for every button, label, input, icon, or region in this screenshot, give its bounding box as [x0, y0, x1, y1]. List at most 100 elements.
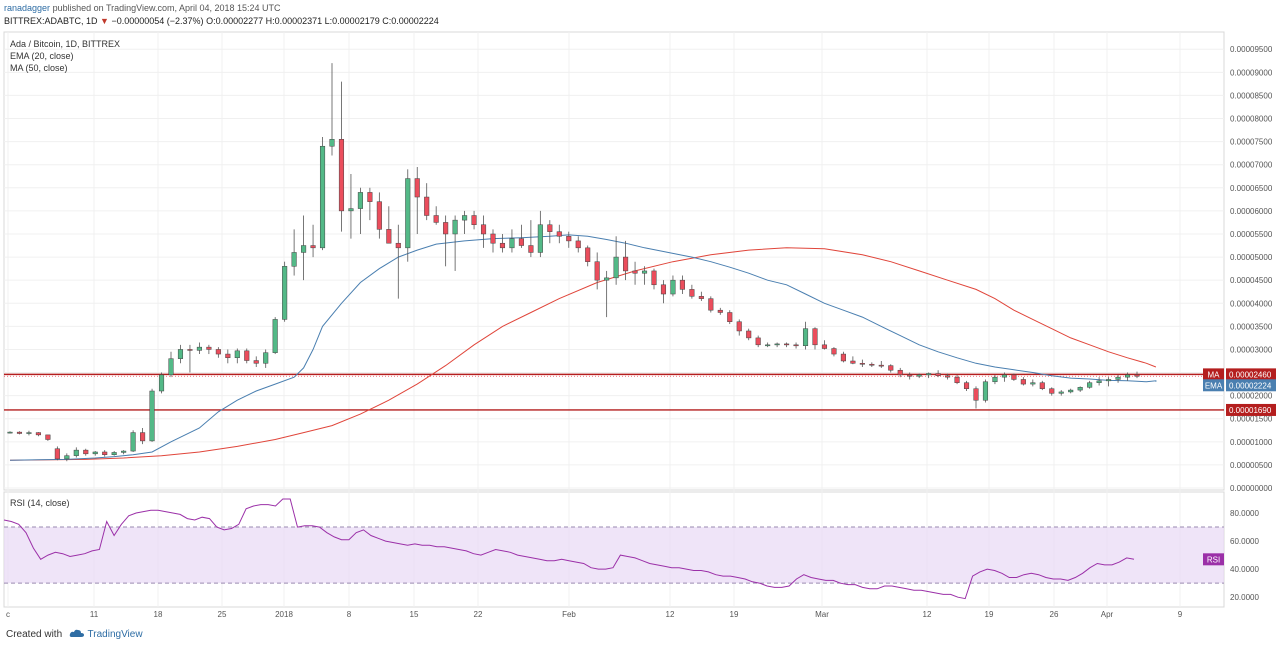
candle-body	[234, 350, 240, 359]
price-tick-label: 0.00001500	[1230, 415, 1273, 424]
tradingview-link[interactable]: TradingView	[87, 629, 143, 640]
change-value: −0.00000054 (−2.37%)	[111, 16, 204, 26]
candle	[92, 451, 98, 456]
candle-body	[244, 350, 250, 361]
time-axis[interactable]: c 11 18 25 2018 8 15 22 Feb 12 19 Mar 12 19 26 Apr 9	[6, 610, 1183, 619]
candle	[878, 360, 884, 368]
candle	[641, 266, 648, 285]
candle-body	[140, 432, 146, 442]
candle-body	[471, 215, 477, 225]
price-tick-label: 0.00000000	[1230, 484, 1273, 493]
time-tick-label: 19	[985, 610, 994, 619]
horizontal-lines[interactable]	[4, 373, 1224, 411]
candle-body	[746, 330, 752, 339]
candle-body	[528, 245, 534, 253]
candle	[130, 430, 136, 452]
candle-body	[1011, 374, 1017, 380]
candle-body	[651, 270, 657, 286]
candle	[54, 446, 60, 461]
candle	[367, 187, 373, 221]
candle-body	[840, 353, 846, 362]
candle-body	[736, 321, 742, 332]
candle-body	[64, 455, 70, 460]
candle-body	[282, 266, 288, 320]
candle-body	[585, 247, 591, 262]
candle-body	[1020, 379, 1026, 385]
candle	[651, 268, 657, 290]
candle	[859, 359, 865, 367]
candle-body	[717, 309, 723, 313]
candle	[869, 362, 875, 367]
candle-body	[26, 432, 32, 434]
candle	[1058, 390, 1064, 396]
candle-body	[698, 296, 704, 299]
candle-body	[575, 240, 581, 249]
candle-body	[935, 373, 941, 377]
price-axis[interactable]: 0.00009500 0.00009000 0.00008500 0.00008000…	[1230, 45, 1273, 493]
tradingview-cloud-icon	[69, 629, 84, 637]
candle-body	[537, 224, 543, 253]
price-tick-label: 0.00006500	[1230, 184, 1273, 193]
candle	[689, 284, 695, 299]
candle-body	[1058, 391, 1064, 394]
candle	[888, 364, 894, 373]
price-tick-label: 0.00004500	[1230, 276, 1273, 285]
time-tick-label: 19	[730, 610, 739, 619]
price-tick-label: 0.00007000	[1230, 161, 1273, 170]
candle	[149, 388, 155, 442]
candle-body	[102, 451, 108, 455]
candle	[7, 431, 13, 434]
candle	[708, 296, 714, 313]
price-label-box	[1226, 403, 1276, 416]
candle-body	[765, 344, 771, 347]
candle	[386, 206, 392, 244]
time-tick-label: 2018	[275, 610, 293, 619]
candle-body	[1134, 374, 1140, 377]
candle	[623, 240, 629, 281]
ohlc-values: O:0.00002277 H:0.00002371 L:0.00002179 C…	[206, 16, 439, 26]
candle-body	[850, 360, 856, 364]
published-text: published on TradingView.com, April 04, …	[52, 3, 281, 13]
candle-body	[480, 224, 487, 235]
candle-body	[1087, 382, 1093, 388]
candle-body	[263, 352, 269, 364]
candle-body	[973, 388, 979, 401]
ema-line	[9, 234, 1157, 461]
candle-body	[954, 376, 960, 383]
candle	[73, 447, 79, 458]
price-tick-label: 0.00009000	[1230, 68, 1273, 77]
candle	[670, 275, 676, 297]
candle	[1115, 374, 1121, 383]
candle	[376, 192, 382, 239]
candle	[35, 432, 41, 437]
rsi-current-tag	[1203, 553, 1224, 566]
time-tick-label: 22	[474, 610, 483, 619]
candle	[575, 236, 581, 253]
candle-body	[376, 201, 382, 230]
candle-body	[168, 358, 174, 376]
candle-body	[774, 343, 780, 346]
time-tick-label: 15	[410, 610, 419, 619]
author-link[interactable]: ranadagger	[4, 3, 51, 13]
candle-body	[206, 346, 212, 350]
candle-body	[338, 139, 345, 212]
candle	[840, 351, 846, 363]
candle	[301, 215, 307, 281]
candle	[414, 167, 420, 234]
candle	[594, 252, 600, 290]
candle	[556, 224, 562, 244]
time-tick-label: 25	[218, 610, 227, 619]
candle	[234, 348, 240, 364]
candle-body	[812, 328, 818, 346]
price-label-tag-text: EMA	[1205, 381, 1223, 390]
candle	[1049, 387, 1055, 396]
candle	[935, 370, 941, 378]
legend: Ada / Bitcoin, 1D, BITTREX EMA (20, close…	[10, 39, 120, 73]
candle-body	[45, 434, 51, 440]
price-tick-label: 0.00003000	[1230, 345, 1273, 354]
candle-body	[859, 363, 865, 365]
candle-body	[158, 374, 165, 392]
candle-body	[784, 343, 790, 346]
time-tick-label: 12	[666, 610, 675, 619]
